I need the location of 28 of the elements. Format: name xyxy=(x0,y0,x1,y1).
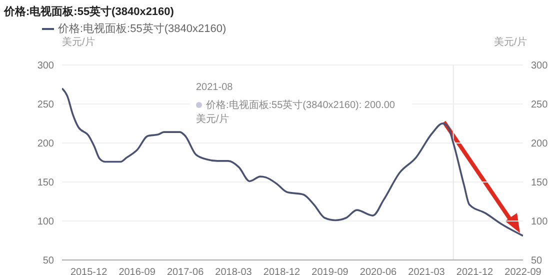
y2-tick-label: 300 xyxy=(531,60,548,72)
x-tick-label: 2021-03 xyxy=(408,267,446,275)
annotation: 价格:电视面板:55英寸(3840x2160): 200.00 美元/片 xyxy=(196,100,395,125)
y2-tick-label: 100 xyxy=(531,216,548,228)
x-tick-label: 2018-12 xyxy=(263,267,301,275)
x-tick-label: 2021-12 xyxy=(456,267,494,275)
y-tick-label: 250 xyxy=(37,100,54,111)
y2-tick-label: 150 xyxy=(531,178,548,189)
annotation: 2021-08 xyxy=(196,82,233,93)
y2-tick-label: 200 xyxy=(531,138,548,150)
x-tick-label: 2015-12 xyxy=(70,267,108,275)
y-tick-label: 150 xyxy=(37,178,54,189)
x-tick-label: 2016-09 xyxy=(118,267,156,275)
chart-title: 价格:电视面板:55英寸(3840x2160) xyxy=(4,4,174,19)
x-tick-label: 2020-06 xyxy=(360,267,398,275)
y2-tick-label: 250 xyxy=(531,100,548,111)
x-tick-label: 2019-09 xyxy=(312,267,349,275)
x-tick-label: 2018-03 xyxy=(215,267,252,275)
y-axis-title: 美元/片 xyxy=(62,36,95,49)
x-tick-label: 2022-09 xyxy=(504,267,542,275)
y2-tick-label: 50 xyxy=(531,256,543,267)
y-tick-label: 100 xyxy=(37,216,54,228)
y-tick-label: 300 xyxy=(37,60,54,72)
y2-axis-title: 美元/片 xyxy=(494,36,527,49)
x-tick-label: 2017-06 xyxy=(166,267,204,275)
y-tick-label: 200 xyxy=(37,138,54,150)
y-tick-label: 50 xyxy=(42,256,54,267)
legend-label: 价格:电视面板:55英寸(3840x2160) xyxy=(57,22,226,36)
